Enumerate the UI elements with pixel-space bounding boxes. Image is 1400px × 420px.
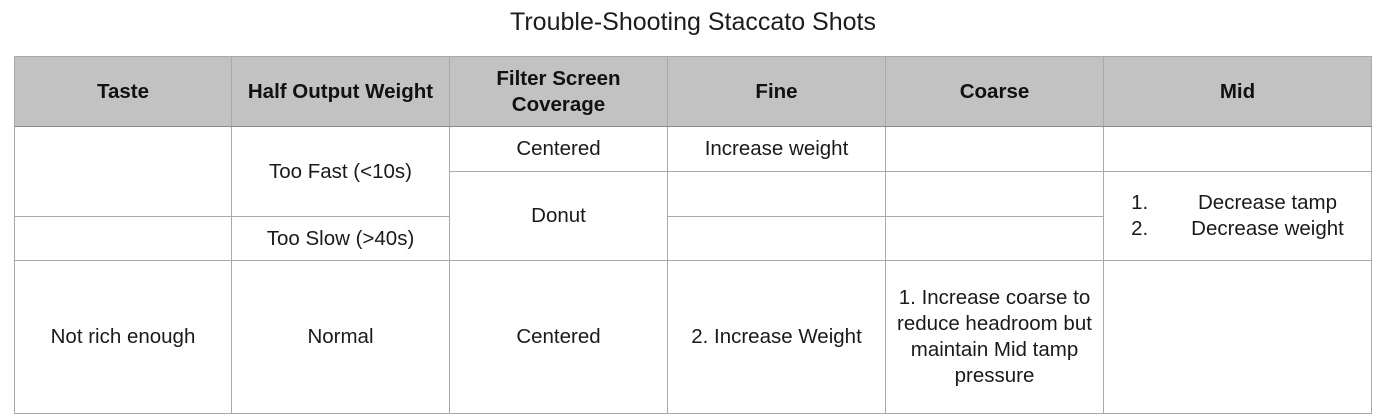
list-item: 2. Decrease weight	[1131, 216, 1344, 242]
cell-coverage-donut: Donut	[449, 171, 668, 261]
table-row: Donut 1. Decrease tamp 2. Decrease weigh…	[15, 171, 1372, 261]
header-fine: Fine	[667, 56, 886, 127]
cell-coarse-empty	[885, 126, 1104, 172]
cell-taste-empty	[14, 126, 232, 217]
header-coarse: Coarse	[885, 56, 1104, 127]
header-row: Taste Half Output Weight Filter Screen C…	[14, 56, 1372, 127]
cell-weight-too-slow: Too Slow (>40s)	[231, 216, 450, 261]
header-taste: Taste	[14, 56, 232, 127]
cell-weight-normal: Normal	[231, 260, 450, 414]
cell-taste-empty	[14, 216, 232, 261]
cell-fine-increase-weight: Increase weight	[667, 126, 886, 172]
cell-mid-empty	[1103, 260, 1372, 414]
cell-coverage-centered: Centered	[449, 260, 668, 414]
cell-coverage-centered: Centered	[449, 126, 668, 172]
cell-weight-too-fast: Too Fast (<10s)	[231, 126, 450, 217]
cell-taste-not-rich: Not rich enough	[14, 260, 232, 414]
cell-mid-list: 1. Decrease tamp 2. Decrease weight	[1103, 171, 1372, 261]
header-mid: Mid	[1103, 56, 1372, 127]
table-row: Not rich enough Normal Centered 2. Incre…	[14, 260, 1372, 414]
troubleshooting-table: Taste Half Output Weight Filter Screen C…	[14, 56, 1372, 414]
cell-fine-empty	[667, 216, 886, 261]
mid-ordered-list: 1. Decrease tamp 2. Decrease weight	[1131, 190, 1344, 242]
cell-coarse-empty	[885, 171, 1104, 217]
cell-fine-increase-weight: 2. Increase Weight	[667, 260, 886, 414]
cell-coarse-empty	[885, 216, 1104, 261]
list-text: Decrease tamp	[1197, 191, 1337, 214]
table-title: Trouble-Shooting Staccato Shots	[510, 8, 876, 36]
cell-fine-empty	[667, 171, 886, 217]
table-row: Too Slow (>40s)	[14, 216, 1372, 261]
table-row: Too Fast (<10s) Centered Increase weight	[14, 126, 1372, 217]
cell-coarse-increase-coarse: 1. Increase coarse to reduce headroom bu…	[885, 260, 1104, 414]
list-item: 1. Decrease tamp	[1131, 190, 1344, 216]
header-half-output-weight: Half Output Weight	[231, 56, 450, 127]
list-number: 2.	[1131, 217, 1149, 240]
list-text: Decrease weight	[1191, 217, 1344, 240]
list-number: 1.	[1131, 191, 1149, 214]
header-filter-screen-coverage: Filter Screen Coverage	[449, 56, 668, 127]
cell-mid-empty	[1103, 126, 1372, 172]
